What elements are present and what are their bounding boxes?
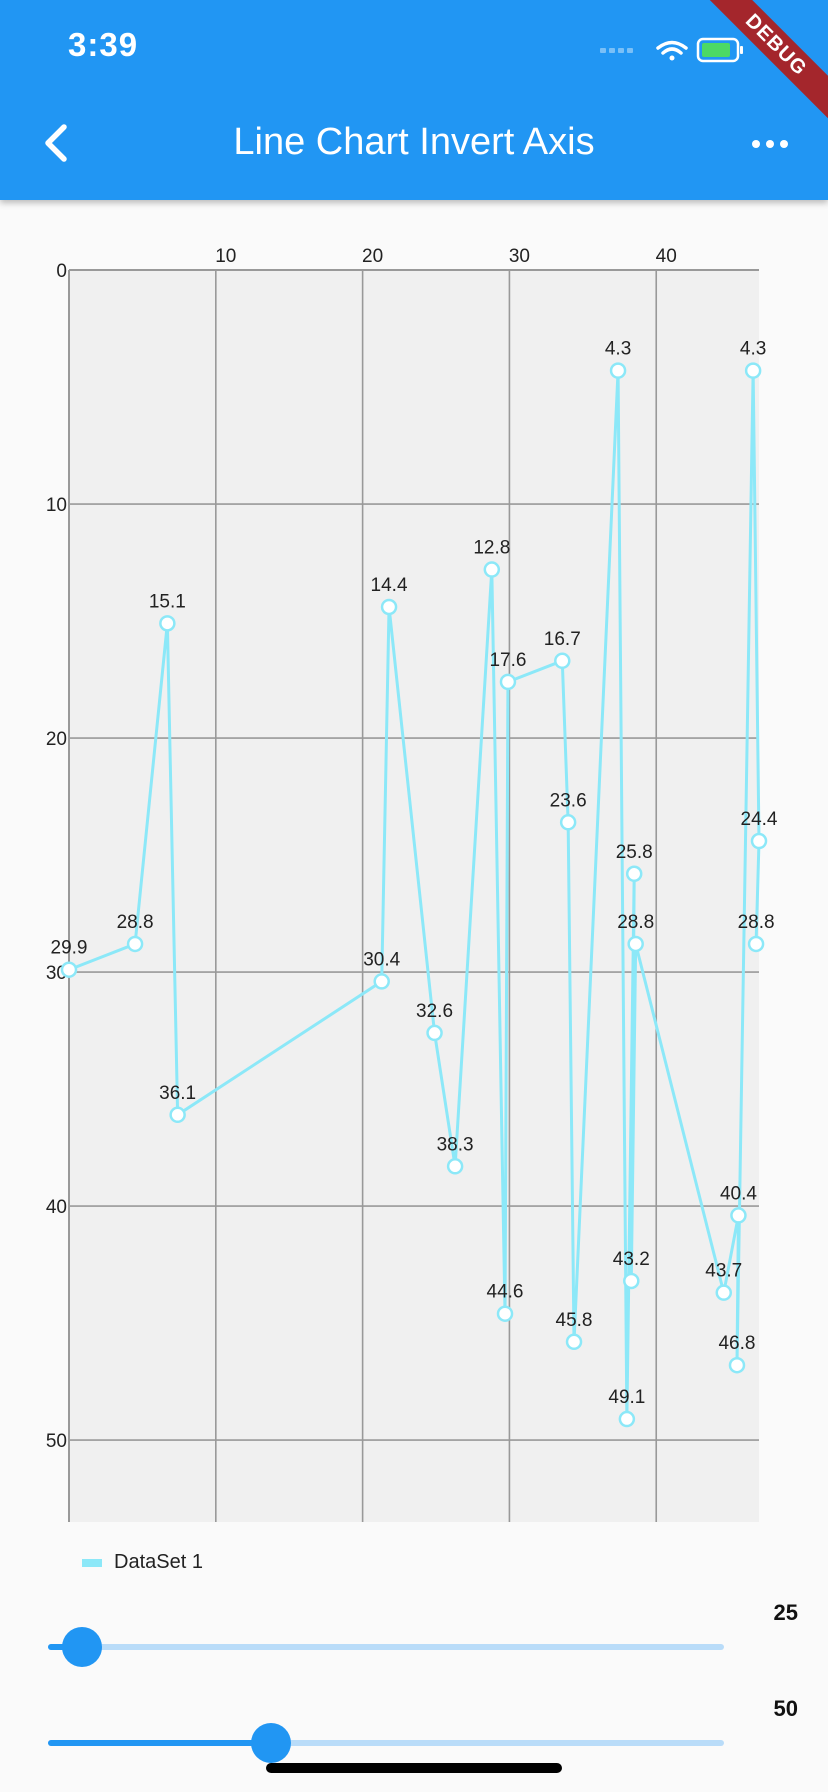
y-tick-label: 20 [46, 729, 67, 750]
data-point [627, 935, 644, 953]
data-point [623, 1272, 640, 1290]
data-point [60, 961, 78, 978]
data-label: 44.6 [487, 1282, 524, 1303]
slider-x-value: 25 [773, 1600, 798, 1625]
data-point [625, 865, 643, 883]
data-label: 29.9 [51, 938, 88, 959]
slider-x-count[interactable] [48, 1627, 724, 1667]
data-label: 28.8 [117, 912, 154, 933]
data-point [373, 973, 390, 990]
more-horizontal-icon [752, 140, 760, 148]
data-point [609, 362, 627, 379]
x-tick-label: 30 [509, 246, 530, 267]
data-point [715, 1284, 733, 1301]
data-label: 43.7 [705, 1261, 742, 1282]
data-label: 4.3 [605, 339, 631, 360]
data-label: 28.8 [617, 912, 654, 933]
back-button[interactable] [30, 115, 86, 171]
slider-thumb[interactable] [251, 1723, 292, 1763]
data-point [747, 935, 765, 953]
data-point [126, 935, 144, 953]
data-label: 36.1 [159, 1083, 196, 1104]
data-point [554, 652, 571, 670]
page-title: Line Chart Invert Axis [233, 121, 595, 163]
x-tick-label: 40 [656, 246, 677, 267]
home-indicator [266, 1763, 562, 1773]
data-point [499, 673, 517, 691]
chart-legend: DataSet 1 [82, 1551, 203, 1574]
data-label: 40.4 [720, 1183, 757, 1204]
data-point [618, 1410, 636, 1428]
plot-area [69, 270, 759, 1522]
y-tick-label: 0 [56, 261, 67, 282]
data-label: 17.6 [489, 650, 526, 671]
data-point [483, 561, 501, 578]
chevron-left-icon [45, 124, 67, 162]
status-time: 3:39 [68, 26, 139, 63]
more-options-button[interactable] [742, 122, 798, 166]
data-point [744, 362, 762, 379]
legend-swatch [82, 1558, 102, 1567]
x-tick-label: 20 [362, 246, 383, 267]
x-tick-label: 10 [215, 246, 236, 267]
data-point [496, 1305, 514, 1322]
data-point [559, 814, 577, 831]
data-point [728, 1356, 746, 1374]
data-label: 12.8 [473, 538, 510, 559]
app-bar: 3:39 DEBUG Line Chart Inv [0, 0, 828, 200]
slider-y-range[interactable] [48, 1723, 724, 1763]
data-label: 16.7 [544, 629, 581, 650]
data-label: 45.8 [556, 1310, 593, 1331]
data-label: 4.3 [740, 339, 766, 360]
data-point [169, 1106, 186, 1124]
wifi-icon [656, 40, 688, 61]
data-label: 28.8 [738, 912, 775, 933]
data-label: 25.8 [616, 842, 653, 863]
data-point [426, 1024, 443, 1042]
data-label: 38.3 [437, 1134, 474, 1155]
slider-thumb[interactable] [61, 1627, 102, 1667]
data-point [159, 615, 176, 632]
data-point [565, 1333, 583, 1351]
data-point [446, 1158, 464, 1175]
slider-y-value: 50 [773, 1696, 798, 1721]
y-tick-label: 50 [46, 1431, 67, 1452]
data-label: 46.8 [718, 1333, 755, 1354]
signal-icon [600, 48, 633, 53]
y-tick-label: 40 [46, 1197, 67, 1218]
status-icons [598, 36, 758, 66]
data-label: 49.1 [608, 1387, 645, 1408]
data-label: 30.4 [363, 949, 400, 970]
data-label: 43.2 [613, 1249, 650, 1270]
data-point [730, 1207, 747, 1224]
y-tick-label: 10 [46, 495, 67, 516]
data-label: 15.1 [149, 591, 186, 612]
data-label: 24.4 [741, 809, 778, 830]
data-point [750, 832, 768, 850]
battery-icon [696, 37, 743, 63]
legend-label: DataSet 1 [114, 1551, 203, 1573]
data-label: 23.6 [550, 790, 587, 811]
data-label: 14.4 [371, 575, 408, 596]
data-point [380, 598, 398, 616]
data-label: 32.6 [416, 1001, 453, 1022]
